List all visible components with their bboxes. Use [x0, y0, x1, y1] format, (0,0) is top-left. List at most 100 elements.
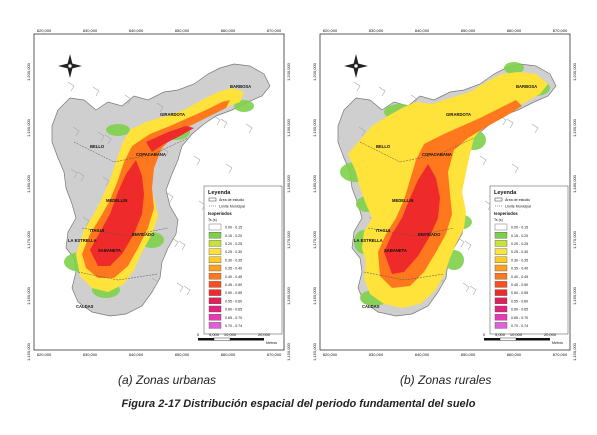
legend-class-label: 0.20 - 0.25 [511, 242, 528, 246]
study-area-swatch [208, 197, 217, 202]
legend-title: Leyenda [208, 190, 231, 196]
terrain-texture [479, 155, 487, 166]
map-panel-urbanas: 820,000 820,000 830,000 830,000 840,000 840,0… [18, 22, 298, 362]
y-tick-label-left: 1,190,000 [312, 118, 317, 137]
terrain-texture [97, 131, 105, 142]
y-tick-label-right: 1,160,000 [286, 286, 291, 305]
scale-label: 5,000 [209, 332, 220, 337]
legend-swatch [208, 297, 222, 304]
legend-swatch [494, 256, 508, 264]
y-tick-label-right: 1,190,000 [572, 118, 577, 137]
study-area-swatch [494, 197, 503, 202]
scale-label: 10,000 [510, 332, 523, 337]
red-zone [90, 160, 144, 266]
legend-swatch [494, 314, 508, 321]
legend-swatch [208, 305, 222, 313]
legend-swatch [494, 281, 508, 288]
legend-swatch [208, 231, 222, 239]
red-zone [384, 164, 440, 274]
place-label: BELLO [376, 144, 391, 149]
legend-subtitle: Isoperiodos [494, 211, 518, 216]
place-label: ENVIGADO [132, 232, 155, 237]
legend-swatch [208, 289, 222, 296]
x-tick-label-top: 870,000 [267, 28, 282, 33]
x-tick-label-bottom: 860,000 [221, 352, 236, 357]
place-label: COPACABANA [136, 152, 166, 157]
y-tick-label-left: 1,170,000 [312, 230, 317, 249]
x-tick-label-bottom: 840,000 [129, 352, 144, 357]
municipal-limit [73, 137, 189, 163]
y-tick-label-left: 1,170,000 [26, 230, 31, 249]
terrain-texture [193, 155, 201, 166]
legend-class-label: 0.55 - 0.60 [511, 299, 528, 303]
x-tick-label-top: 870,000 [553, 28, 568, 33]
figure-caption: Figura 2-17 Distribución espacial del pe… [121, 398, 476, 410]
x-tick-label-bottom: 840,000 [415, 352, 430, 357]
municipal-limit [81, 227, 169, 237]
legend-class-label: 0.70 - 0.74 [225, 324, 242, 328]
place-label: BELLO [90, 144, 105, 149]
terrain-texture [67, 81, 75, 92]
legend-swatch [494, 223, 508, 231]
legend-swatch [208, 240, 222, 247]
legend-class-label: 0.40 - 0.45 [511, 275, 528, 279]
place-label: SABANETA [98, 248, 121, 253]
green-zone [234, 100, 254, 112]
municipal-limit [359, 137, 475, 163]
legend-class-label: 0.30 - 0.35 [511, 258, 528, 262]
y-tick-label-left: 1,150,000 [26, 342, 31, 361]
legend-swatch [208, 322, 222, 329]
legend-class-label: 0.35 - 0.40 [511, 267, 528, 271]
legend-title: Leyenda [494, 190, 517, 196]
x-tick-label-top: 860,000 [507, 28, 522, 33]
legend-subtitle: Isoperiodos [208, 211, 232, 216]
place-label: COPACABANA [422, 152, 452, 157]
legend-class-label: 0.20 - 0.25 [225, 242, 242, 246]
y-tick-label-right: 1,190,000 [286, 118, 291, 137]
terrain-texture [213, 115, 221, 126]
y-tick-label-left: 1,160,000 [26, 286, 31, 305]
y-tick-label-left: 1,160,000 [312, 286, 317, 305]
legend-class-label: 0.50 - 0.55 [225, 291, 242, 295]
x-tick-label-top: 830,000 [369, 28, 384, 33]
x-tick-label-top: 850,000 [175, 28, 190, 33]
scale-segment [230, 338, 264, 341]
terrain-texture [225, 163, 233, 174]
place-label: BARBOSA [516, 84, 537, 89]
legend: Leyenda Área de estudio Límite Municipal Is… [203, 185, 283, 335]
x-tick-label-top: 850,000 [461, 28, 476, 33]
legend-municipal-limit: Límite Municipal [219, 205, 245, 209]
terrain-texture [220, 118, 228, 129]
municipal-limit [367, 227, 455, 237]
scale-label: 0 [483, 332, 486, 337]
terrain-texture [506, 118, 514, 129]
legend-class-label: 0.45 - 0.50 [511, 283, 528, 287]
x-tick-label-bottom: 820,000 [323, 352, 338, 357]
y-tick-label-right: 1,160,000 [572, 286, 577, 305]
scale-bar: 0 5,000 10,000 20,000 Metros [197, 332, 277, 345]
x-tick-label-bottom: 820,000 [37, 352, 52, 357]
legend-class-label: 0.15 - 0.20 [511, 234, 528, 238]
legend-swatch [208, 314, 222, 321]
x-tick-label-bottom: 870,000 [553, 352, 568, 357]
legend-swatch [494, 240, 508, 247]
terrain-texture [457, 237, 465, 248]
place-label: SABANETA [384, 248, 407, 253]
scale-unit: Metros [266, 341, 277, 345]
x-tick-label-top: 840,000 [129, 28, 144, 33]
legend-study-area: Área de estudio [505, 198, 530, 202]
legend-class-label: 0.65 - 0.70 [511, 316, 528, 320]
legend-class-label: 0.15 - 0.20 [225, 234, 242, 238]
x-tick-label-bottom: 870,000 [267, 352, 282, 357]
y-tick-label-right: 1,180,000 [572, 174, 577, 193]
north-arrow-icon [58, 54, 82, 78]
legend-class-label: 0.25 - 0.30 [511, 250, 528, 254]
terrain-texture [469, 285, 477, 296]
terrain-texture [462, 282, 470, 293]
terrain-texture [166, 192, 174, 203]
y-tick-label-right: 1,200,000 [286, 62, 291, 81]
legend-study-area: Área de estudio [219, 198, 244, 202]
scale-segment [213, 337, 231, 341]
terrain-texture [102, 176, 110, 187]
legend-class-label: 0.60 - 0.65 [511, 308, 528, 312]
